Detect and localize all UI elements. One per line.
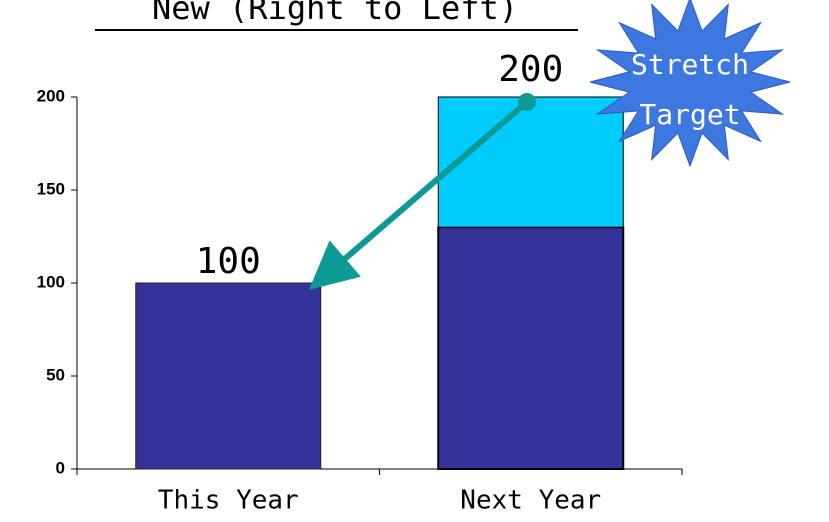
callout-text: Stretch xyxy=(631,48,749,81)
bar-segment xyxy=(437,226,625,470)
y-tick-label: 0 xyxy=(56,458,65,477)
arrow-dot xyxy=(518,93,536,111)
bar-segment xyxy=(437,96,624,228)
arrow xyxy=(308,99,529,290)
category-label: Next Year xyxy=(460,486,601,516)
starburst xyxy=(589,0,791,168)
callout-text: Target xyxy=(639,98,740,131)
y-tick-label: 150 xyxy=(37,179,65,198)
category-label: This Year xyxy=(158,486,299,516)
total-label: 200 xyxy=(498,49,563,90)
chart-title: New (Right to Left) xyxy=(152,0,518,27)
y-tick-label: 50 xyxy=(46,365,65,384)
y-tick-label: 200 xyxy=(37,86,65,105)
bar-segment xyxy=(135,282,322,470)
y-tick-label: 100 xyxy=(37,272,65,291)
total-label: 100 xyxy=(196,241,261,282)
